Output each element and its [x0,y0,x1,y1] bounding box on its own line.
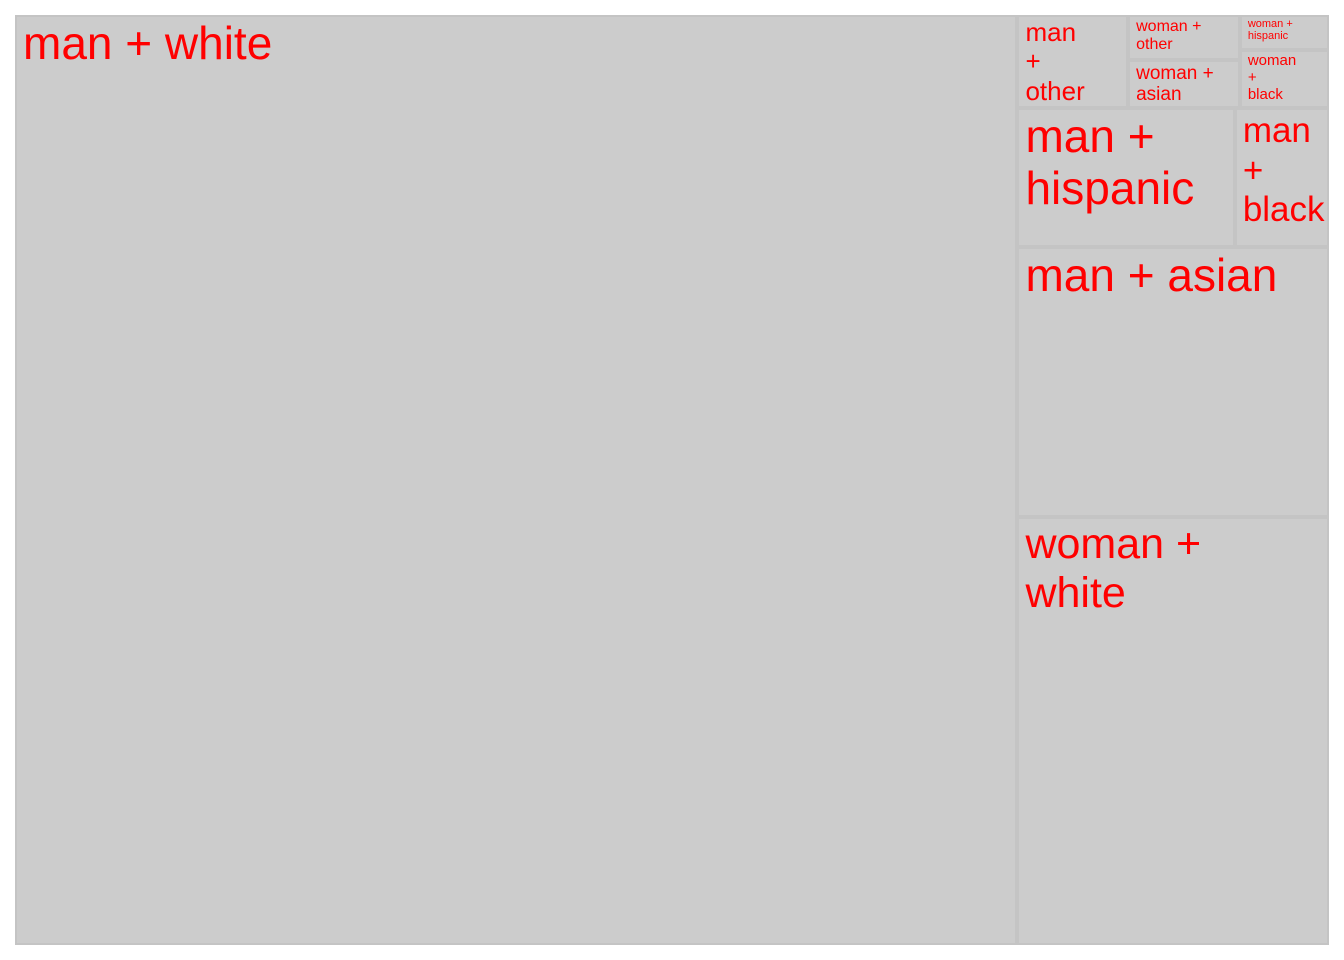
tile-woman-other: woman + other [1128,15,1240,60]
tile-label: man + black [1242,111,1325,230]
tile-man-white: man + white [15,15,1018,945]
tile-label: woman + other [1136,18,1202,54]
tile-man-other: man + other [1017,15,1129,109]
tile-label: man + asian [1025,248,1278,301]
tile-woman-asian: woman + asian [1128,59,1240,109]
tile-label: woman + white [1025,520,1202,617]
tile-label: woman + asian [1136,62,1214,106]
tile-woman-white: woman + white [1017,517,1329,945]
tile-woman-hispanic: woman + hispanic [1239,15,1329,50]
tile-man-black: man + black [1234,108,1329,247]
tile-man-asian: man + asian [1017,246,1329,517]
tile-label: woman + hispanic [1247,18,1293,43]
tile-woman-black: woman + black [1239,49,1329,109]
tile-label: man + other [1025,17,1085,106]
tile-label: woman + black [1247,51,1297,103]
tile-label: man + white [23,17,273,69]
tile-man-hispanic: man + hispanic [1017,108,1235,247]
tile-label: man + hispanic [1025,110,1195,215]
